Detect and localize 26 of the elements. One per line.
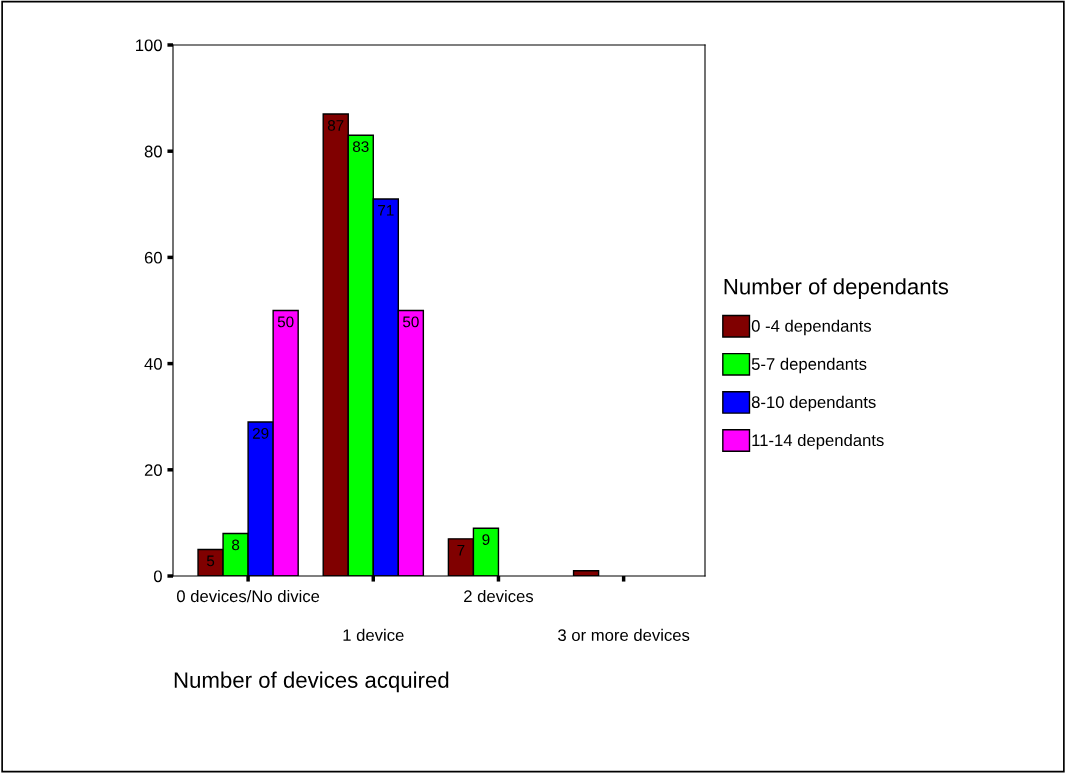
legend-label: 11-14 dependants: [752, 433, 884, 450]
legend-title: Number of dependants: [724, 278, 949, 299]
legend-label: 5-7 dependants: [751, 357, 867, 374]
x-tick-label: 0 devices/No divice: [176, 589, 320, 603]
y-tick-label: 20: [144, 464, 162, 476]
data-label: 83: [352, 141, 369, 153]
x-tick-label: 1 device: [343, 628, 404, 642]
y-tick-label: 80: [144, 145, 162, 158]
data-label: 29: [252, 427, 269, 439]
y-tick-label: 0: [153, 570, 162, 583]
x-tick-label: 3 or more devices: [558, 628, 690, 642]
data-label: 8: [232, 539, 240, 551]
x-axis-title: Number of devices acquired: [174, 671, 449, 693]
y-tick-label: 60: [144, 251, 162, 264]
data-label: 7: [457, 544, 465, 556]
data-label: 87: [327, 119, 344, 131]
y-tick-label: 100: [136, 39, 162, 52]
data-label: 50: [277, 316, 294, 328]
legend-label: 0 -4 dependants: [751, 319, 872, 336]
y-tick-label: 40: [144, 358, 162, 370]
data-label: 9: [482, 534, 490, 545]
data-label: 5: [206, 555, 215, 567]
data-label: 71: [378, 205, 394, 216]
x-tick-label: 2 devices: [464, 589, 534, 603]
legend-label: 8-10 dependants: [751, 395, 876, 412]
data-label: 50: [402, 316, 419, 328]
